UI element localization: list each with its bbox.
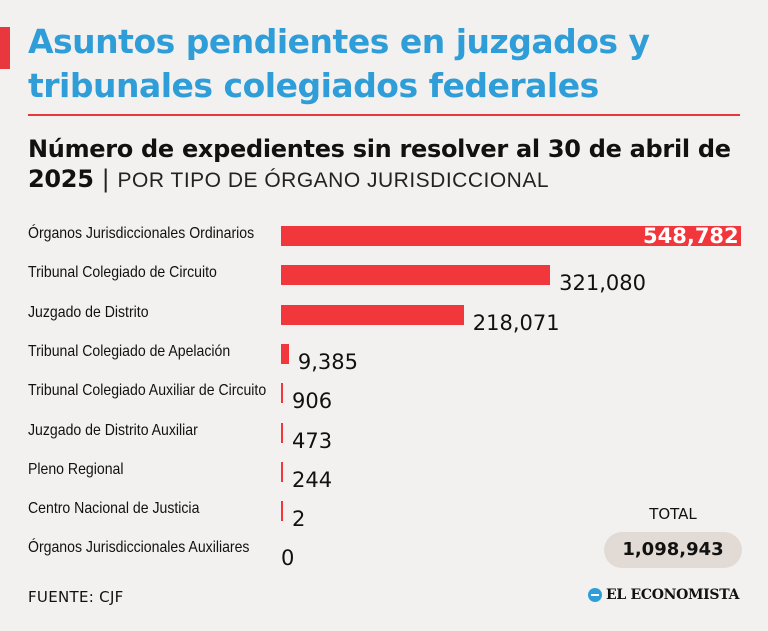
chart-title: Asuntos pendientes en juzgados y tribuna… [28, 22, 650, 105]
value-label: 906 [292, 389, 333, 414]
category-label: Tribunal Colegiado de Apelación [28, 342, 231, 360]
category-label: Juzgado de Distrito Auxiliar [28, 421, 198, 439]
value-label: 244 [292, 467, 333, 492]
subtitle-separator: | [101, 165, 110, 193]
category-label: Juzgado de Distrito [28, 303, 149, 321]
bar [281, 461, 283, 482]
category-label: Tribunal Colegiado Auxiliar de Circuito [28, 382, 267, 400]
source-note: FUENTE: CJF [28, 588, 124, 606]
value-label: 321,080 [559, 271, 646, 296]
value-label: 218,071 [472, 310, 560, 335]
bar [281, 265, 551, 286]
bar [281, 343, 289, 364]
bar [281, 501, 283, 522]
total-label: TOTAL [649, 505, 697, 523]
category-label: Tribunal Colegiado de Circuito [28, 264, 217, 282]
brand-logo: EL ECONOMISTA [588, 586, 748, 608]
value-label: 473 [292, 428, 333, 453]
category-label: Pleno Regional [28, 460, 124, 478]
value-label: 548,782 [643, 224, 739, 248]
bar [281, 422, 283, 443]
subtitle-category: POR TIPO DE ÓRGANO JURISDICCIONAL [117, 169, 550, 192]
bar [281, 383, 283, 404]
category-label: Órganos Jurisdiccionales Ordinarios [28, 225, 255, 242]
brand-name: EL ECONOMISTA [606, 586, 740, 603]
title-divider [28, 114, 740, 116]
category-label: Órganos Jurisdiccionales Auxiliares [28, 539, 250, 557]
value-label: 2 [292, 507, 306, 532]
value-label: 9,385 [297, 349, 358, 374]
category-label: Centro Nacional de Justicia [28, 500, 200, 518]
value-label: 0 [281, 546, 295, 571]
total-value: 1,098,943 [604, 532, 742, 568]
bar [281, 226, 741, 246]
brand-icon [588, 587, 602, 602]
subtitle-main: Número de expedientes sin resolver al 30… [28, 135, 731, 193]
bar [281, 304, 464, 325]
accent-bar [0, 27, 10, 69]
chart-subtitle: Número de expedientes sin resolver al 30… [28, 134, 748, 196]
